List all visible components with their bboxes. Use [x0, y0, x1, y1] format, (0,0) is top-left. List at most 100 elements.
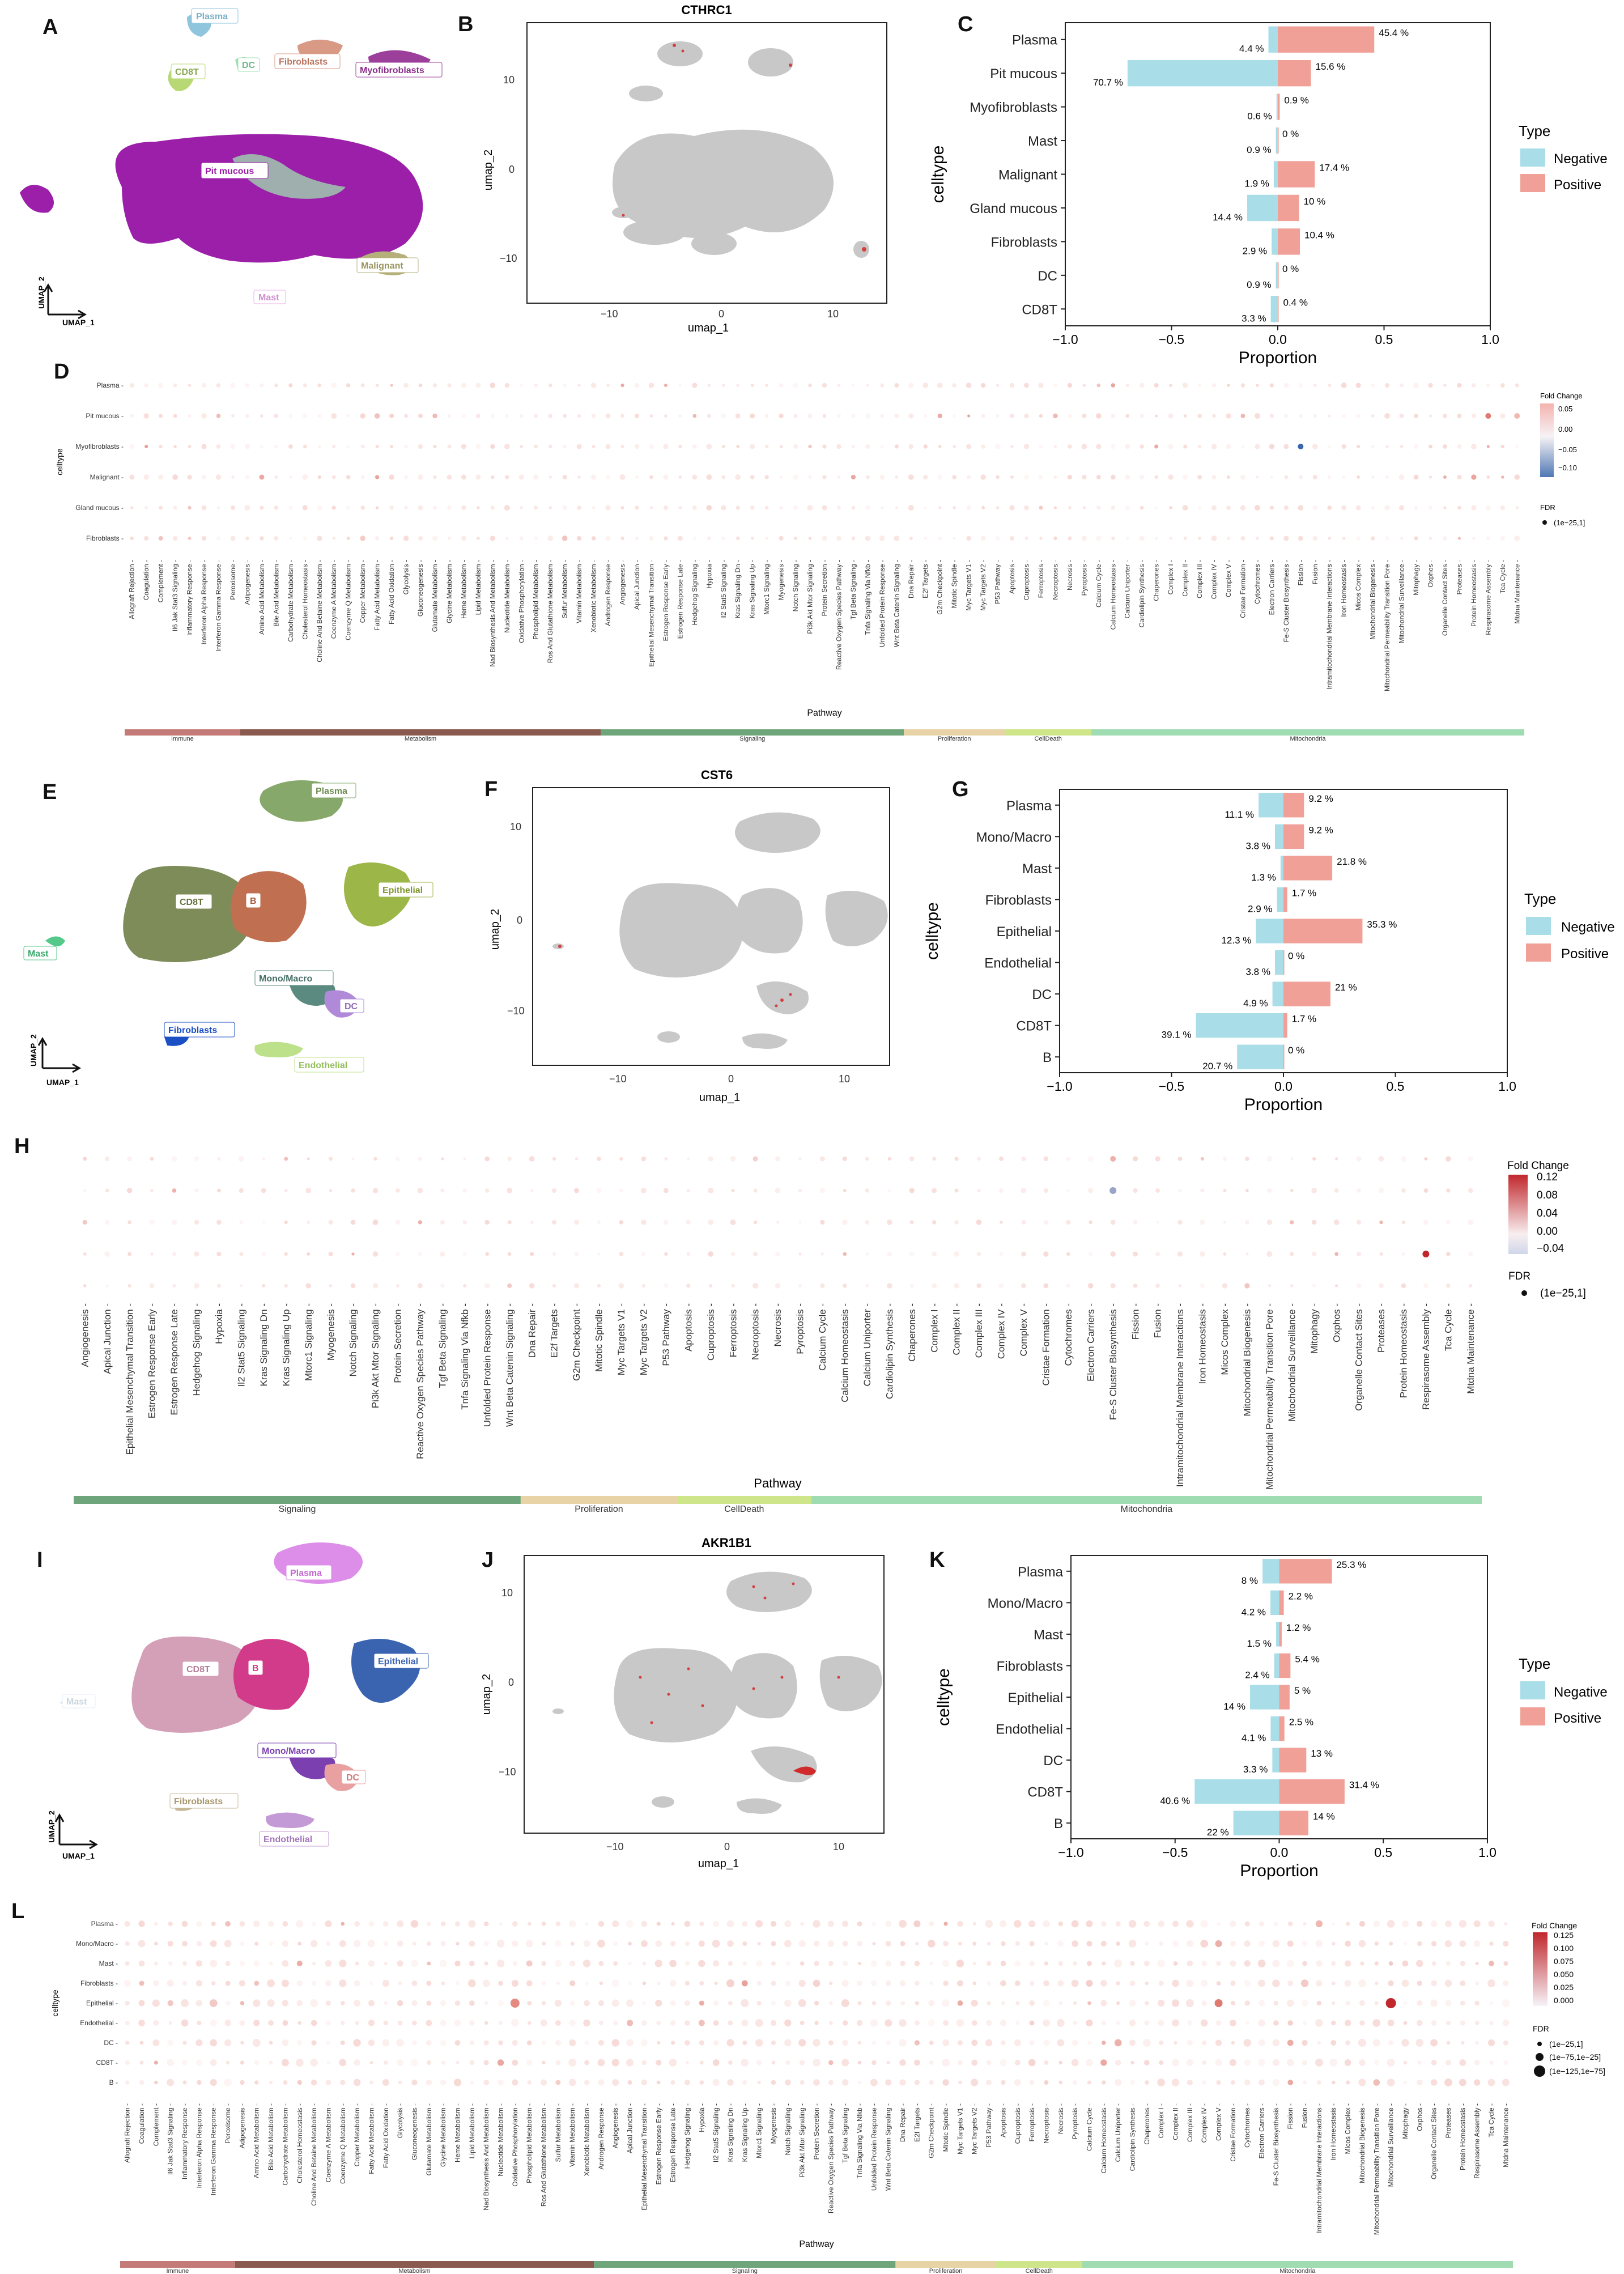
fold-change-dot	[1182, 505, 1188, 511]
row-label-fibroblasts: Fibroblasts -	[86, 534, 124, 542]
row-label-gland-mucous: Gland mucous -	[75, 504, 124, 512]
fold-change-dot	[784, 2019, 792, 2027]
fold-change-dot	[244, 505, 250, 511]
pathway-label-complex-i: Complex I -	[1167, 560, 1175, 594]
fold-change-dot	[722, 445, 725, 448]
fold-change-dot	[721, 413, 726, 419]
fold-change-dot	[1470, 444, 1477, 449]
fold-change-dot	[448, 414, 451, 418]
fold-change-dot	[655, 1940, 662, 1947]
pathway-label-calcium-cycle: Calcium Cycle -	[1095, 560, 1103, 607]
fold-change-dot	[726, 1979, 734, 1987]
fold-change-dot	[224, 2079, 232, 2086]
bar-positive-mono-macro	[1279, 1590, 1284, 1615]
bar-label-negative: 11.1 %	[1225, 809, 1254, 820]
fold-change-dot	[626, 1999, 634, 2007]
fold-change-dot	[800, 1961, 805, 1966]
category-band-mitochondria	[1082, 2261, 1513, 2268]
fold-change-dot	[932, 1188, 937, 1193]
fold-change-dot	[1384, 413, 1390, 419]
pathway-label-mitotic-spindle: Mitotic Spindle -	[942, 2103, 950, 2152]
bar-label-positive: 1.7 %	[1292, 887, 1316, 898]
fold-change-dot	[254, 2080, 259, 2085]
pathway-label-fusion: Fusion -	[1311, 560, 1319, 584]
fold-change-dot	[454, 2020, 461, 2026]
fold-change-dot	[485, 1252, 490, 1256]
fold-change-dot	[167, 1940, 173, 1947]
fold-change-dot	[1245, 1157, 1249, 1161]
fold-change-dot	[1183, 444, 1188, 449]
fold-change-dot	[880, 414, 884, 418]
pathway-label-tnfa-signaling-via-nfkb: Tnfa Signaling Via Nfkb -	[864, 560, 871, 635]
bar-label-negative: 70.7 %	[1093, 77, 1123, 88]
fold-change-dot	[527, 1922, 532, 1926]
fold-change-dot	[1374, 1941, 1379, 1946]
fold-change-dot	[865, 1157, 869, 1161]
fold-change-dot	[1258, 1940, 1265, 1947]
fold-change-dot	[730, 1252, 736, 1256]
pathway-label-il6-jak-stat3-signaling: Il6 Jak Stat3 Signaling -	[167, 2103, 175, 2175]
fold-change-dot	[483, 1921, 489, 1927]
fold-change-dot	[692, 382, 698, 388]
fold-change-dot	[384, 1961, 388, 1966]
fold-change-dot	[692, 505, 697, 510]
fold-change-dot	[606, 384, 610, 387]
fold-change-dot	[1334, 1252, 1338, 1256]
fold-change-dot	[770, 1920, 777, 1927]
fold-change-dot	[1197, 444, 1202, 449]
bar-label-positive: 0 %	[1288, 951, 1304, 962]
fold-change-dot	[1222, 1157, 1227, 1161]
fold-change-dot	[938, 445, 942, 448]
fold-change-dot	[1287, 1921, 1293, 1927]
fold-change-dot	[750, 444, 755, 449]
fold-change-dot	[1068, 444, 1072, 449]
fold-change-dot	[1312, 1157, 1316, 1161]
fold-change-dot	[822, 505, 827, 511]
fold-change-dot	[1373, 2079, 1380, 2086]
fold-change-dot	[201, 413, 207, 419]
fold-change-dot	[808, 444, 812, 449]
pathway-label-apical-junction: Apical Junction -	[626, 2103, 634, 2153]
fold-change-dot	[216, 506, 220, 509]
fold-change-dot	[1401, 1221, 1405, 1224]
fold-change-dot	[1356, 1251, 1362, 1257]
pathway-label-complement: Complement -	[152, 2103, 160, 2146]
fold-change-dot	[533, 474, 539, 480]
fold-change-dot	[1024, 536, 1028, 541]
fold-change-dot	[1023, 444, 1030, 449]
fold-change-dot	[530, 1189, 534, 1192]
fold-change-dot	[642, 1981, 647, 1986]
bar-positive-mast	[1278, 127, 1279, 154]
row-label-fibroblasts: Fibroblasts -	[80, 1979, 118, 1987]
fold-change-dot	[417, 1188, 423, 1193]
fold-change-dot	[541, 1961, 546, 1966]
fold-change-dot	[1423, 1219, 1429, 1225]
fold-change-dot	[684, 2000, 690, 2007]
fold-change-dot	[1315, 2019, 1323, 2027]
fold-change-dot	[819, 1156, 825, 1162]
fold-change-dot	[829, 1981, 833, 1986]
fold-change-dot	[771, 2040, 776, 2046]
fold-change-dot	[1183, 536, 1187, 541]
fold-change-dot	[225, 1921, 231, 1927]
fold-change-dot	[583, 1960, 591, 1967]
fold-change-dot	[570, 1941, 575, 1946]
fold-change-dot	[1399, 505, 1405, 511]
fold-change-dot	[520, 445, 523, 448]
fold-change-dot	[125, 2060, 130, 2065]
pathway-label-intramitochondrial-membrane-interactions: Intramitochondrial Membrane Interactions…	[1325, 560, 1333, 690]
fold-change-dot	[382, 2039, 390, 2047]
fold-change-dot	[843, 1189, 847, 1192]
fold-change-dot	[793, 444, 798, 449]
fold-change-dot	[611, 2059, 619, 2067]
fold-change-dot	[671, 1922, 675, 1926]
fold-change-dot	[981, 444, 985, 449]
fold-change-dot	[998, 1156, 1004, 1162]
fold-change-dot	[499, 1922, 503, 1926]
fold-change-dot	[1500, 535, 1506, 541]
fold-change-dot	[599, 1981, 603, 1986]
fold-change-dot	[1401, 1156, 1406, 1162]
pathway-label-dna-repair: Dna Repair -	[526, 1303, 537, 1358]
fold-change-dot	[325, 2020, 331, 2026]
fold-change-dot	[310, 2059, 318, 2067]
